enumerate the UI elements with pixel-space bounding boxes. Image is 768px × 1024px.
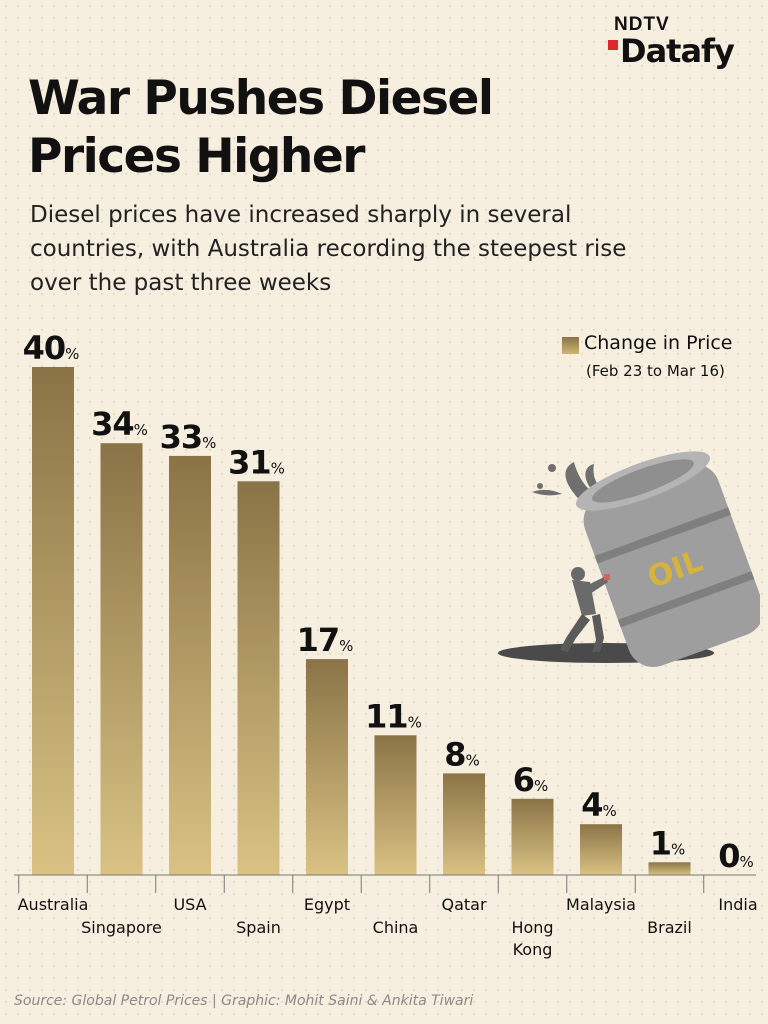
value-labels: 40% 34% 33% 31% 17% 11% 8% 6% 4% 1% 0% bbox=[23, 329, 754, 875]
man-pushing bbox=[560, 567, 610, 652]
x-axis-label: USA bbox=[173, 895, 206, 914]
bar bbox=[511, 798, 554, 875]
datafy-logo: NDTV Datafy bbox=[608, 14, 758, 74]
bar bbox=[100, 443, 143, 875]
x-axis-label: India bbox=[718, 895, 757, 914]
oil-barrel-push-illustration: OIL bbox=[498, 451, 760, 668]
x-axis-label: Australia bbox=[18, 895, 89, 914]
bar bbox=[237, 481, 280, 875]
x-axis-label: Spain bbox=[236, 918, 281, 937]
bar-value-label: 4% bbox=[581, 786, 617, 824]
bar bbox=[169, 455, 211, 875]
bar-value-label: 0% bbox=[718, 837, 754, 875]
chart-subtitle: Diesel prices have increased sharply in … bbox=[30, 202, 627, 296]
bar bbox=[306, 659, 348, 875]
x-axis-labels: Australia Singapore USA Spain Egypt China Qata… bbox=[18, 895, 758, 959]
bar-value-label: 31% bbox=[228, 443, 285, 481]
bar-value-label: 34% bbox=[91, 405, 148, 443]
x-axis-ticks bbox=[18, 875, 705, 893]
chart-title: War Pushes Diesel Prices Higher bbox=[28, 71, 494, 184]
bar-value-label: 40% bbox=[23, 329, 80, 367]
bar bbox=[580, 824, 622, 875]
brand-red-dot bbox=[608, 40, 618, 50]
oil-barrel: OIL bbox=[575, 451, 760, 668]
bar-value-label: 17% bbox=[297, 621, 354, 659]
datafy-logo-text: Datafy bbox=[620, 32, 735, 70]
x-axis-label: Kong bbox=[513, 940, 553, 959]
bar bbox=[374, 735, 417, 875]
x-axis-label: Qatar bbox=[441, 895, 486, 914]
bar bbox=[443, 773, 485, 875]
bar-value-label: 6% bbox=[513, 761, 549, 799]
bar bbox=[32, 367, 74, 875]
legend-label: Change in Price bbox=[584, 332, 733, 354]
bar-value-label: 1% bbox=[650, 824, 686, 862]
legend-date-range: (Feb 23 to Mar 16) bbox=[586, 362, 725, 380]
x-axis-label: China bbox=[373, 918, 419, 937]
ndtv-logo-text: NDTV bbox=[614, 14, 670, 35]
x-axis-label: Hong bbox=[511, 918, 553, 937]
bar-value-label: 8% bbox=[444, 735, 480, 773]
legend-swatch bbox=[562, 337, 579, 354]
bar bbox=[648, 862, 691, 875]
source-note: Source: Global Petrol Prices | Graphic: … bbox=[14, 993, 474, 1009]
bar-value-label: 33% bbox=[160, 418, 217, 456]
bar-value-label: 11% bbox=[365, 697, 422, 735]
x-axis-label: Brazil bbox=[647, 918, 692, 937]
chart-bars bbox=[32, 367, 691, 875]
x-axis-label: Singapore bbox=[81, 918, 162, 937]
x-axis-label: Malaysia bbox=[566, 895, 636, 914]
x-axis-label: Egypt bbox=[304, 895, 350, 914]
